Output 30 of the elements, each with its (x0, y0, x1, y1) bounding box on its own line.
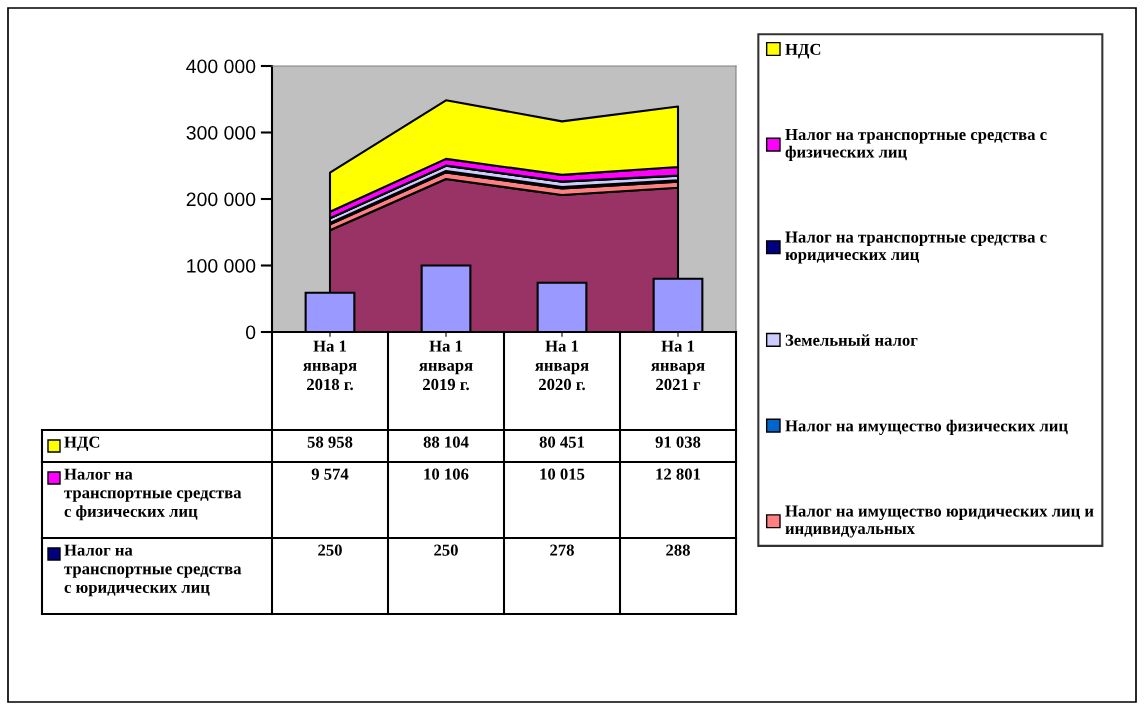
legend-label: Налог на имущество физических лиц (785, 419, 1068, 435)
legend-label: Земельный налог (785, 334, 918, 346)
data-label: 12 801 (656, 468, 701, 480)
legend-label: Налог на имущество юридических лиц и индивидуальных (785, 505, 1094, 538)
data-label: 91 038 (655, 436, 701, 448)
text: НДС (64, 436, 100, 452)
category-label: На 1 января 2018 г. (303, 340, 357, 391)
y-tick-label: 400 000 (186, 59, 256, 74)
legend-label: Налог на транспортные средства с физических лиц (785, 129, 1047, 161)
data-label: 10 015 (540, 468, 585, 480)
data-label: 58 958 (307, 436, 353, 448)
data-label: 9 574 (311, 468, 349, 480)
legend-label: НДС (785, 43, 821, 59)
category-label: На 1 января 2020 г. (535, 340, 589, 391)
data-label: 88 104 (423, 436, 469, 448)
data-label: 250 (318, 544, 342, 556)
data-label: 10 106 (424, 468, 469, 480)
y-tick-label: 0 (245, 325, 256, 340)
category-label: На 1 января 2021 г (651, 340, 705, 391)
data-label: 250 (434, 544, 458, 556)
y-tick-label: 200 000 (186, 192, 256, 207)
text: Налог на транспортные средства с юридических лиц (64, 544, 242, 597)
text: Налог на транспортные средства с физических лиц (64, 468, 242, 521)
data-label: 278 (550, 544, 574, 556)
data-label: 80 451 (539, 436, 585, 448)
y-tick-label: 300 000 (186, 125, 256, 140)
category-label: На 1 января 2019 г. (419, 340, 473, 391)
legend-label: Налог на транспортные средства с юридических лиц (785, 231, 1047, 264)
data-label: 288 (666, 544, 690, 556)
y-tick-label: 100 000 (187, 258, 256, 273)
